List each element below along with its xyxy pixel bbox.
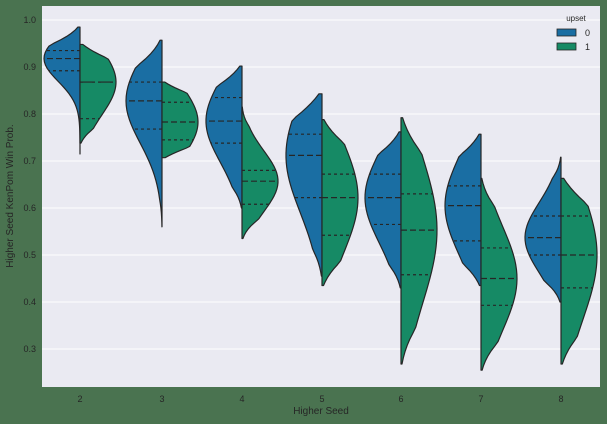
x-tick-label: 3 bbox=[159, 394, 164, 404]
y-tick-label: 0.6 bbox=[23, 203, 36, 213]
violin-half-1 bbox=[321, 119, 359, 287]
violin-half-1 bbox=[560, 177, 598, 365]
violin-half-0 bbox=[364, 131, 402, 289]
x-axis-label: Higher Seed bbox=[293, 406, 349, 417]
legend-swatch-0 bbox=[556, 28, 577, 37]
y-tick-label: 1.0 bbox=[23, 15, 36, 25]
legend-swatch-1 bbox=[556, 42, 577, 51]
y-tick-label: 0.8 bbox=[23, 109, 36, 119]
y-tick-label: 0.9 bbox=[23, 62, 36, 72]
violin-half-1 bbox=[400, 117, 438, 365]
violin-half-0 bbox=[125, 39, 163, 228]
y-tick-label: 0.4 bbox=[23, 297, 36, 307]
x-tick-label: 7 bbox=[478, 394, 483, 404]
y-tick-label: 0.7 bbox=[23, 156, 36, 166]
y-tick-label: 0.3 bbox=[23, 344, 36, 354]
violins bbox=[43, 26, 598, 371]
violin-half-1 bbox=[161, 81, 199, 159]
x-tick-label: 5 bbox=[319, 394, 324, 404]
y-axis-label: Higher Seed KenPom Win Prob. bbox=[5, 124, 16, 267]
legend-title: upset bbox=[566, 14, 586, 23]
x-tick-label: 4 bbox=[239, 394, 244, 404]
violin-half-0 bbox=[205, 65, 243, 209]
legend-label-1: 1 bbox=[585, 42, 590, 52]
legend: upset 0 1 bbox=[556, 14, 590, 52]
violin-half-1 bbox=[241, 106, 279, 240]
legend-label-0: 0 bbox=[585, 28, 590, 38]
x-tick-label: 8 bbox=[558, 394, 563, 404]
violin-half-0 bbox=[444, 133, 482, 287]
violin-half-1 bbox=[480, 177, 518, 371]
y-axis-ticks: 0.3 0.4 0.5 0.6 0.7 0.8 0.9 1.0 bbox=[23, 15, 36, 354]
x-axis-ticks: 2 3 4 5 6 7 8 bbox=[77, 394, 563, 404]
x-tick-label: 2 bbox=[77, 394, 82, 404]
violin-half-0 bbox=[524, 156, 562, 303]
y-tick-label: 0.5 bbox=[23, 250, 36, 260]
violin-half-0 bbox=[285, 93, 323, 277]
x-tick-label: 6 bbox=[398, 394, 403, 404]
